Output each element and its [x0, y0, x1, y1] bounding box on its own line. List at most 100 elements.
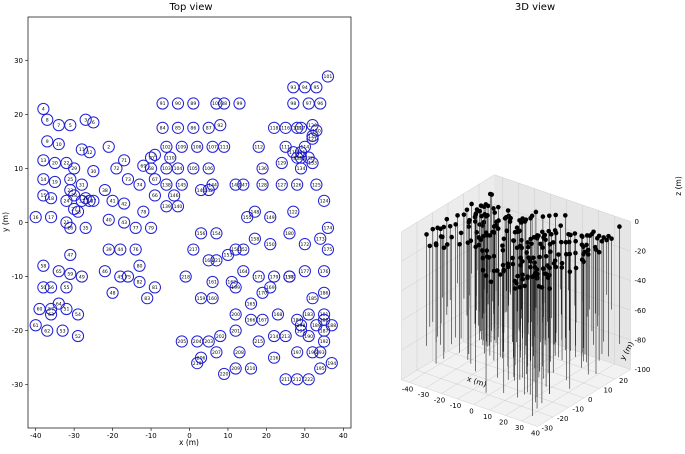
top-view-point-label: 154 — [212, 231, 221, 237]
3d-view-stem — [553, 264, 559, 343]
3d-view-stem-head — [487, 233, 493, 238]
3d-view-stem-head — [525, 244, 531, 250]
top-view-point-label: 179 — [270, 274, 279, 280]
top-view-point-label: 25 — [67, 177, 73, 183]
top-view-point-marker — [52, 297, 65, 310]
top-view-point-label: 178 — [285, 274, 294, 280]
top-view-point: 37 — [87, 194, 100, 207]
top-view-point-label: 126 — [293, 182, 302, 188]
top-view-point-label: 146 — [170, 193, 179, 199]
top-view-point-label: 92 — [217, 123, 223, 129]
top-view-point: 17 — [44, 210, 58, 224]
top-view-point: 110 — [164, 151, 177, 164]
top-view-point-marker — [114, 270, 127, 283]
top-view-point-label: 9 — [46, 139, 49, 145]
top-view-point-label: 31 — [79, 182, 85, 188]
top-view-point-marker — [244, 297, 258, 310]
top-view-point-marker — [267, 329, 281, 343]
top-view-point: 174 — [321, 221, 335, 235]
3d-view-stem-head — [528, 236, 533, 242]
top-view-point: 109 — [175, 140, 188, 153]
top-view-point-label: 158 — [250, 236, 259, 242]
top-view-point-marker — [256, 162, 269, 175]
top-view-point-label: 17 — [48, 215, 54, 221]
top-view-point: 85 — [171, 121, 185, 134]
3d-view-ytick-label: -20 — [557, 415, 568, 423]
3d-view-ytick-label: -30 — [542, 425, 553, 433]
top-view-point: 197 — [291, 346, 304, 359]
top-view-point: 143 — [229, 178, 242, 191]
top-view-point-marker — [160, 140, 173, 153]
top-view-point-marker — [144, 221, 158, 235]
top-view-point-label: 33 — [75, 209, 81, 215]
3d-view-stem — [558, 239, 564, 315]
top-view-xtick-label: -30 — [68, 432, 79, 440]
top-view-point-label: 220 — [220, 372, 229, 378]
3d-view-title: 3D view — [515, 2, 555, 13]
3d-view-stem-head — [553, 264, 559, 270]
top-view-point-label: 118 — [270, 126, 279, 132]
3d-view-stem — [534, 271, 540, 396]
3d-view-stem — [510, 261, 516, 343]
top-view-point-marker — [52, 119, 65, 132]
3d-view-stem-head — [563, 213, 568, 218]
3d-view-stem-head — [473, 211, 479, 216]
3d-view-stem-head — [529, 241, 534, 247]
top-view-point-marker — [137, 159, 150, 172]
top-view-point-marker — [306, 346, 319, 359]
top-view-point-label: 36 — [83, 196, 89, 202]
top-view-ticks: -40 -30 -20 -10 0 10 20 30 40 -30 -20 -10 0 10 20 30 — [12, 57, 348, 440]
3d-view-ytick-label: 10 — [604, 387, 613, 395]
3d-view-stem — [563, 213, 568, 351]
3d-view-stem — [606, 233, 611, 357]
top-view-point-marker — [229, 362, 242, 375]
top-view-point-label: 5 — [69, 123, 72, 129]
3d-view-stem-head — [492, 210, 498, 215]
top-view-point: 35 — [79, 221, 92, 235]
top-view-point-label: 79 — [148, 226, 154, 232]
top-view-point-label: 22 — [64, 161, 70, 167]
top-view-point: 217 — [187, 243, 200, 256]
top-view-point: 210 — [244, 362, 258, 375]
3d-view-ztick-label: -60 — [635, 307, 646, 315]
3d-view-stem-head — [500, 262, 506, 268]
3d-view-stem-head — [483, 202, 489, 207]
top-view-point-marker — [306, 132, 319, 145]
3d-view-stem-head — [461, 212, 467, 217]
top-view-point-marker — [317, 308, 331, 321]
3d-view-stem — [476, 242, 482, 312]
top-view-point-label: 103 — [162, 166, 171, 172]
top-view-point: 214 — [267, 329, 281, 343]
3d-view-grid-line — [401, 174, 495, 232]
top-view-point: 196 — [306, 346, 319, 359]
top-view-point-label: 124 — [320, 199, 329, 205]
top-view-point: 172 — [298, 238, 311, 251]
3d-view-stem-head — [566, 239, 572, 245]
top-view-point: 211 — [279, 373, 292, 386]
3d-view-stem-head — [599, 239, 605, 244]
top-view-point-label: 63 — [48, 312, 54, 318]
top-view-point-label: 106 — [204, 166, 213, 172]
top-view-point-label: 164 — [239, 269, 248, 275]
top-view-point-marker — [271, 308, 285, 321]
3d-view-stem — [444, 242, 450, 307]
3d-view-stem-head — [505, 264, 511, 270]
3d-view-stem — [545, 275, 551, 374]
top-view-point: 201 — [229, 324, 242, 337]
top-view-point-label: 27 — [71, 207, 77, 213]
3d-view-stem-head — [444, 242, 450, 247]
top-view-point: 79 — [144, 221, 158, 235]
top-view-point-marker — [298, 265, 311, 278]
top-view-point: 95 — [310, 81, 323, 94]
top-view-point-label: 171 — [254, 274, 263, 280]
top-view-point-marker — [241, 210, 254, 224]
top-view-point-label: 211 — [281, 377, 290, 383]
top-view-point-marker — [71, 329, 85, 343]
3d-view-stem — [505, 264, 511, 380]
top-view-point-label: 202 — [216, 334, 225, 340]
top-view-point-label: 188 — [327, 323, 336, 329]
top-view-point-label: 165 — [247, 301, 256, 307]
top-view-point-label: 108 — [193, 144, 202, 150]
3d-view-stem-head — [464, 207, 470, 213]
3d-view-stem-head — [512, 229, 518, 235]
